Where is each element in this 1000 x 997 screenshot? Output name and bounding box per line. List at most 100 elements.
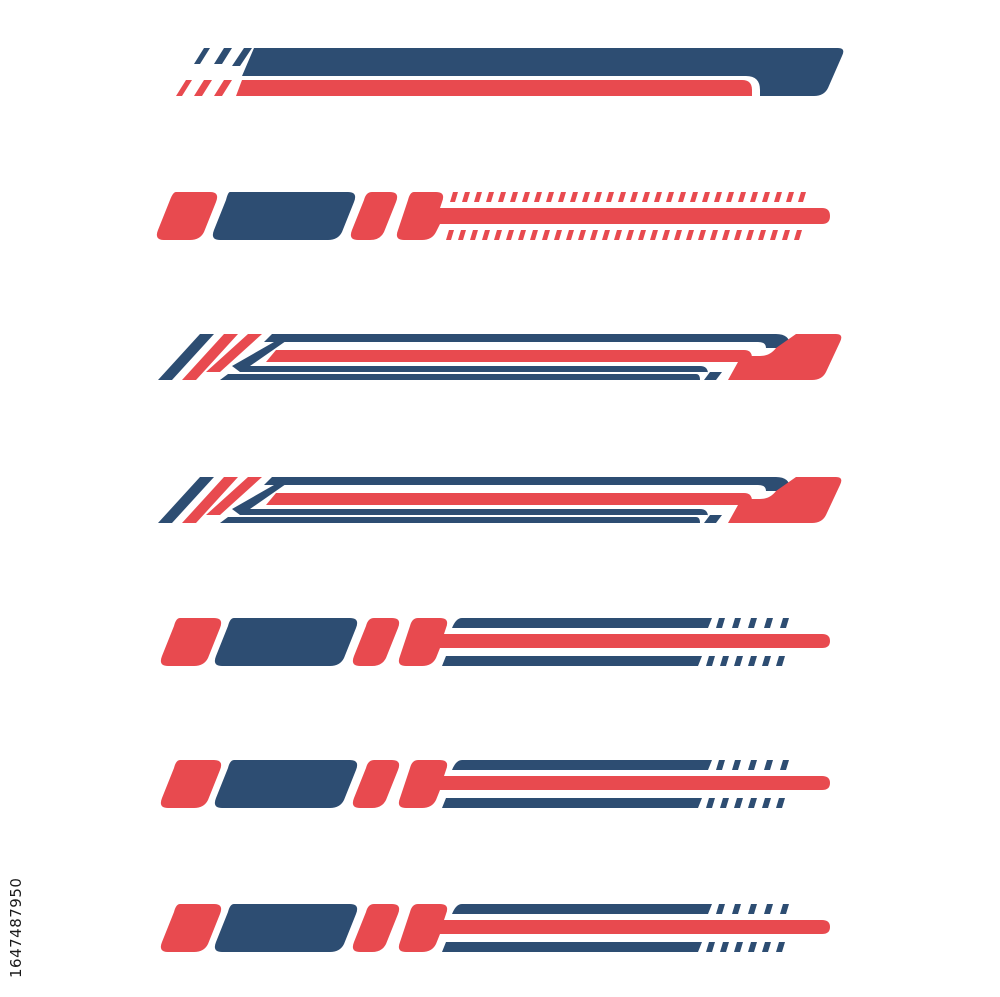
navy-dashes-top — [716, 904, 789, 914]
navy-end-dash — [704, 515, 722, 523]
navy-end-dash — [748, 618, 757, 628]
red-block-left — [160, 760, 222, 808]
navy-dashes-bottom — [706, 656, 785, 666]
red-rail-dash — [686, 230, 694, 240]
navy-dash — [232, 48, 252, 66]
red-rail-dash — [462, 192, 470, 202]
navy-end-dash — [748, 656, 757, 666]
navy-end-dash — [706, 798, 715, 808]
red-rail-dash — [726, 192, 734, 202]
red-rail-dash — [626, 230, 634, 240]
red-rail-dash — [582, 192, 590, 202]
navy-end-dash — [780, 760, 789, 770]
navy-end-dash — [720, 942, 729, 952]
red-block-small — [352, 904, 400, 952]
red-rail-dash — [798, 192, 806, 202]
red-rail-dash — [630, 192, 638, 202]
red-rail-dash — [786, 192, 794, 202]
red-dash — [194, 80, 212, 96]
navy-end-dash — [734, 798, 743, 808]
navy-dashes-top — [716, 760, 789, 770]
red-block-left — [156, 192, 218, 240]
navy-block-wide — [214, 904, 358, 952]
red-middle-line — [266, 350, 752, 362]
red-dash — [176, 80, 192, 96]
navy-end-dash — [776, 798, 785, 808]
red-diagonal — [206, 477, 262, 515]
stock-id-text: 1647487950 — [7, 877, 25, 978]
navy-end-dash — [706, 656, 715, 666]
red-rail-dash — [558, 192, 566, 202]
red-rail-dash — [510, 192, 518, 202]
navy-bottom-line — [442, 942, 702, 952]
navy-end-dash — [720, 798, 729, 808]
red-rail-dash — [590, 230, 598, 240]
red-rail-dash — [782, 230, 790, 240]
red-rail-dash — [714, 192, 722, 202]
navy-end-dash — [716, 760, 725, 770]
red-rail-dash — [494, 230, 502, 240]
red-rail-dash — [530, 230, 538, 240]
navy-top-line — [452, 904, 712, 914]
navy-chevron-line — [232, 477, 708, 517]
navy-bottom-line — [220, 374, 700, 380]
navy-block-wide — [212, 192, 356, 240]
red-end-wing — [728, 334, 842, 380]
navy-top-line — [264, 477, 790, 491]
red-block-small — [350, 192, 398, 240]
navy-block-wide — [214, 618, 358, 666]
red-rail-dash — [698, 230, 706, 240]
red-diagonal — [182, 334, 238, 380]
red-block-connector — [398, 904, 830, 952]
red-rail-dash — [794, 230, 802, 240]
red-rail-dash — [762, 192, 770, 202]
navy-dashes-bottom — [706, 942, 785, 952]
red-rail-dash — [614, 230, 622, 240]
navy-dash — [214, 48, 232, 64]
red-rail-dash — [594, 192, 602, 202]
navy-end-dash — [734, 942, 743, 952]
stripe-design-1 — [176, 48, 844, 96]
navy-chevron-line — [232, 334, 708, 374]
navy-end-dash — [780, 904, 789, 914]
red-rail-dash — [498, 192, 506, 202]
navy-dash — [194, 48, 210, 64]
stripe-design-4 — [158, 477, 842, 523]
red-block-small — [352, 760, 400, 808]
red-rail-dash — [482, 230, 490, 240]
navy-end-dash — [720, 656, 729, 666]
navy-end-dash — [764, 760, 773, 770]
navy-long-bar — [242, 48, 844, 96]
red-long-bar — [236, 80, 752, 96]
navy-end-dash — [748, 942, 757, 952]
red-block-left — [160, 904, 222, 952]
red-rail-dash — [618, 192, 626, 202]
red-rail-dash — [522, 192, 530, 202]
navy-bottom-line — [220, 517, 700, 523]
navy-end-dash — [732, 904, 741, 914]
navy-end-dash — [716, 618, 725, 628]
red-rail-dash — [542, 230, 550, 240]
red-dash — [214, 80, 232, 96]
red-rail-dash — [650, 230, 658, 240]
red-rail-dash — [666, 192, 674, 202]
navy-dashes-bottom — [706, 798, 785, 808]
navy-end-dash — [732, 618, 741, 628]
navy-end-dash — [706, 942, 715, 952]
red-middle-line — [266, 493, 752, 505]
stripe-design-7 — [160, 904, 830, 952]
red-rail-dash — [662, 230, 670, 240]
navy-end-dash — [748, 904, 757, 914]
red-rail-dash — [486, 192, 494, 202]
red-block-connector — [398, 760, 830, 808]
red-rail-dash — [654, 192, 662, 202]
red-dashed-rail-bottom — [446, 230, 802, 240]
red-rail-dash — [722, 230, 730, 240]
red-rail-dash — [746, 230, 754, 240]
navy-end-dash — [748, 760, 757, 770]
red-rail-dash — [774, 192, 782, 202]
navy-end-dash — [762, 942, 771, 952]
red-block-connector — [396, 192, 830, 240]
red-rail-dash — [642, 192, 650, 202]
